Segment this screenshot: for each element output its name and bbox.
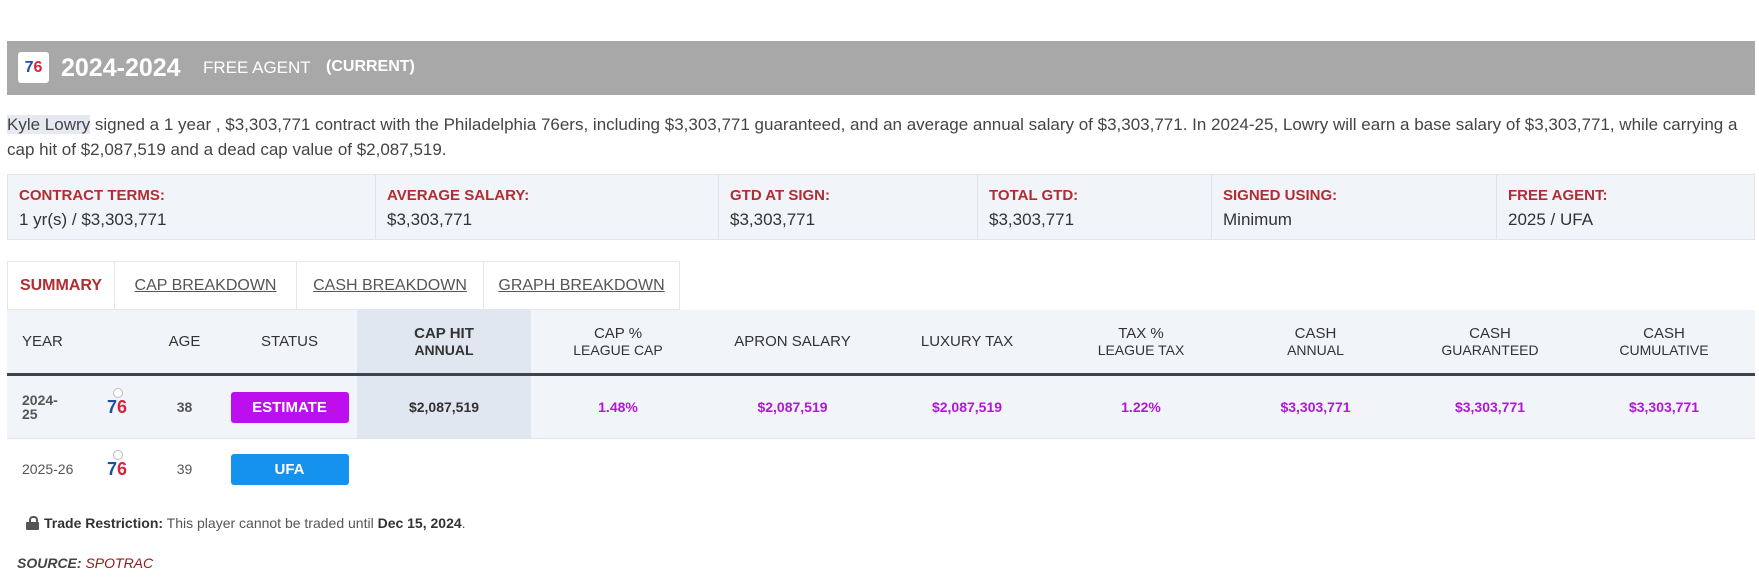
col-cap-pct: CAP % LEAGUE CAP xyxy=(531,310,705,373)
term-label: TOTAL GTD: xyxy=(989,187,1079,204)
tab-cash-breakdown[interactable]: CASH BREAKDOWN xyxy=(296,261,484,310)
cash-annual-value: $3,303,771 xyxy=(1280,399,1351,415)
term-free-agent: FREE AGENT: 2025 / UFA xyxy=(1497,175,1754,239)
term-value: $3,303,771 xyxy=(387,210,473,229)
apron-cell: $2,087,519 xyxy=(705,376,880,438)
term-value: 1 yr(s) / $3,303,771 xyxy=(19,210,167,229)
col-cash-annual-l1: CASH xyxy=(1294,324,1337,342)
luxury-cell: $2,087,519 xyxy=(880,376,1054,438)
tax-pct-value: 1.22% xyxy=(1121,399,1161,415)
term-value: 2025 / UFA xyxy=(1508,210,1594,229)
col-cap-hit-l1: CAP HIT xyxy=(414,324,474,342)
term-label: CONTRACT TERMS: xyxy=(19,187,165,204)
restriction-text: This player cannot be traded until xyxy=(163,515,378,531)
col-tax-pct: TAX % LEAGUE TAX xyxy=(1054,310,1228,373)
tax-pct-cell: 1.22% xyxy=(1054,376,1228,438)
restriction-label: Trade Restriction: xyxy=(44,515,164,531)
table-header: YEAR AGE STATUS CAP HIT ANNUAL CAP % LEA… xyxy=(7,310,1755,376)
team-cell: 76 xyxy=(102,439,132,499)
table-row: 2025-26 76 39 UFA xyxy=(7,439,1755,499)
term-contract: CONTRACT TERMS: 1 yr(s) / $3,303,771 xyxy=(8,175,376,239)
term-gtd-at-sign: GTD AT SIGN: $3,303,771 xyxy=(719,175,978,239)
term-value: $3,303,771 xyxy=(989,210,1075,229)
cash-gtd-value: $3,303,771 xyxy=(1454,399,1526,415)
free-agent-label: FREE AGENT xyxy=(203,58,311,77)
cash-annual-cell: $3,303,771 xyxy=(1228,376,1403,438)
cap-pct-value: 1.48% xyxy=(598,399,638,415)
col-tax-pct-l2: LEAGUE TAX xyxy=(1097,341,1185,358)
source-label: SOURCE: xyxy=(17,555,82,571)
col-cash-cum: CASH CUMULATIVE xyxy=(1577,310,1751,373)
tab-summary[interactable]: SUMMARY xyxy=(7,261,114,310)
summary-text: signed a 1 year , $3,303,771 contract wi… xyxy=(7,115,1738,159)
source-line: SOURCE: SPOTRAC xyxy=(17,555,153,571)
term-value: Minimum xyxy=(1223,210,1292,229)
year-cell: 2025-26 xyxy=(22,461,74,477)
term-label: AVERAGE SALARY: xyxy=(387,187,530,204)
apron-value: $2,087,519 xyxy=(757,399,828,415)
tab-graph-breakdown[interactable]: GRAPH BREAKDOWN xyxy=(483,261,680,310)
cap-hit-value: $2,087,519 xyxy=(408,399,480,415)
status-cell: UFA xyxy=(222,439,357,499)
status-cell: ESTIMATE xyxy=(222,376,357,438)
age-cell: 38 xyxy=(176,399,193,415)
current-label: (CURRENT) xyxy=(326,58,415,75)
col-cash-cum-l2: CUMULATIVE xyxy=(1619,341,1709,358)
col-cap-pct-l2: LEAGUE CAP xyxy=(573,341,663,358)
lock-icon xyxy=(26,516,39,530)
cap-hit-cell: $2,087,519 xyxy=(357,376,531,438)
restriction-end: . xyxy=(461,515,466,531)
term-label: GTD AT SIGN: xyxy=(730,187,830,204)
year-line2: 25 xyxy=(22,406,38,422)
cap-pct-cell: 1.48% xyxy=(531,376,705,438)
status-badge: UFA xyxy=(230,453,349,485)
year-line1: 2024- xyxy=(22,392,58,408)
player-name: Kyle Lowry xyxy=(7,115,91,134)
col-cap-pct-l1: CAP % xyxy=(593,324,643,342)
age-cell: 39 xyxy=(176,461,193,477)
term-average-salary: AVERAGE SALARY: $3,303,771 xyxy=(376,175,719,239)
tab-cap-breakdown[interactable]: CAP BREAKDOWN xyxy=(114,261,297,310)
team-cell: 76 xyxy=(102,376,132,438)
col-cash-gtd: CASH GUARANTEED xyxy=(1403,310,1577,373)
trade-restriction: Trade Restriction: This player cannot be… xyxy=(26,515,466,531)
term-signed-using: SIGNED USING: Minimum xyxy=(1212,175,1497,239)
cash-cum-cell: $3,303,771 xyxy=(1577,376,1751,438)
status-badge: ESTIMATE xyxy=(230,391,349,423)
col-apron: APRON SALARY xyxy=(734,332,851,350)
col-cash-gtd-l1: CASH xyxy=(1469,324,1511,342)
76ers-logo-icon: 76 xyxy=(105,388,129,420)
76ers-logo-icon: 76 xyxy=(105,450,129,482)
col-tax-pct-l1: TAX % xyxy=(1118,324,1164,342)
col-cap-hit-l2: ANNUAL xyxy=(414,341,474,358)
source-link[interactable]: SPOTRAC xyxy=(85,555,154,571)
contract-years: 2024-2024 xyxy=(61,54,181,82)
term-label: FREE AGENT: xyxy=(1508,187,1608,204)
table-row: 2024- 25 76 38 ESTIMATE $2,087,519 1.48% … xyxy=(7,376,1755,439)
restriction-date: Dec 15, 2024 xyxy=(377,515,462,531)
year-cell: 2024- 25 xyxy=(22,376,82,438)
cash-gtd-cell: $3,303,771 xyxy=(1403,376,1577,438)
contract-summary: Kyle Lowry signed a 1 year , $3,303,771 … xyxy=(7,112,1757,162)
term-total-gtd: TOTAL GTD: $3,303,771 xyxy=(978,175,1212,239)
col-cash-annual-l2: ANNUAL xyxy=(1287,341,1344,358)
col-status: STATUS xyxy=(261,332,318,350)
col-cash-cum-l1: CASH xyxy=(1643,324,1685,342)
col-cash-annual: CASH ANNUAL xyxy=(1228,310,1403,373)
luxury-value: $2,087,519 xyxy=(931,399,1003,415)
col-age: AGE xyxy=(168,332,201,350)
term-label: SIGNED USING: xyxy=(1223,187,1338,204)
col-cash-gtd-l2: GUARANTEED xyxy=(1441,341,1539,358)
contract-terms: CONTRACT TERMS: 1 yr(s) / $3,303,771 AVE… xyxy=(7,174,1755,240)
term-value: $3,303,771 xyxy=(730,210,816,229)
col-year: YEAR xyxy=(22,332,63,350)
col-cap-hit: CAP HIT ANNUAL xyxy=(357,310,531,373)
cash-cum-value: $3,303,771 xyxy=(1628,399,1700,415)
col-luxury: LUXURY TAX xyxy=(920,332,1014,350)
